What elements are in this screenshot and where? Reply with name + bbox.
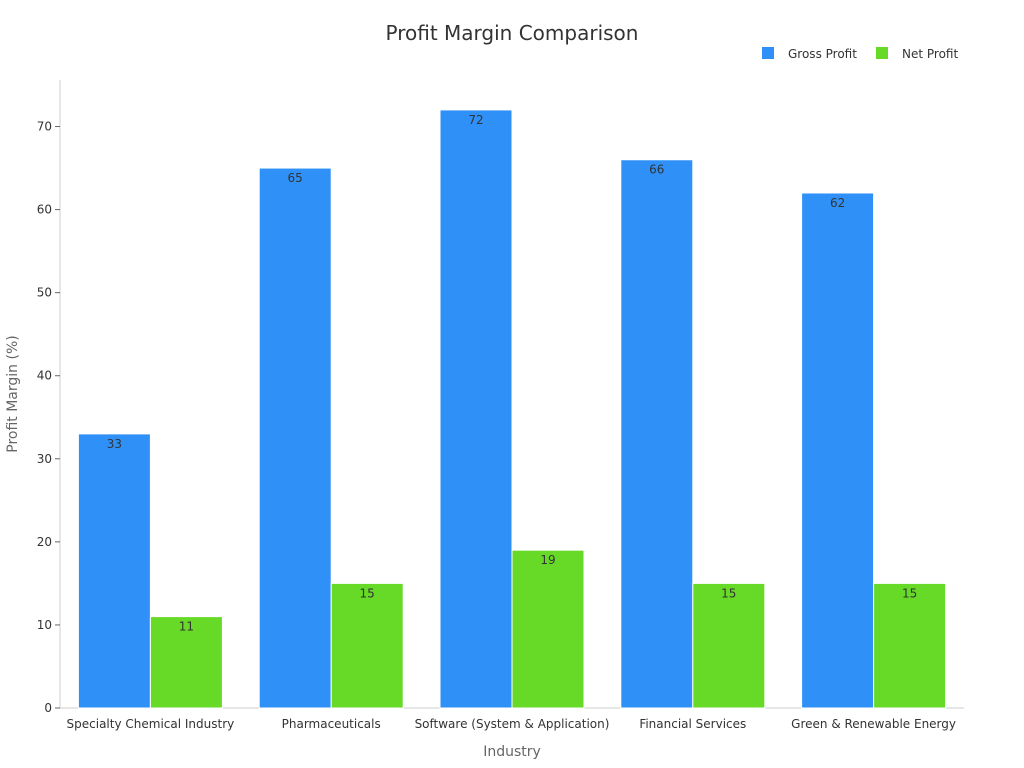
x-tick-label: Pharmaceuticals xyxy=(282,717,381,731)
bar-net-profit xyxy=(330,582,404,709)
x-tick-label: Specialty Chemical Industry xyxy=(67,717,235,731)
bar-value-label: 15 xyxy=(360,586,375,600)
bar-value-label: 11 xyxy=(179,620,194,634)
x-axis: Specialty Chemical Industry Pharmaceutica… xyxy=(60,707,964,731)
bar-value-label: 65 xyxy=(288,171,303,185)
x-tick-label: Software (System & Application) xyxy=(415,717,610,731)
bar-gross-profit xyxy=(620,159,694,709)
bar-gross-profit xyxy=(258,167,332,709)
bar-gross-profit xyxy=(801,192,875,709)
bars xyxy=(77,109,947,709)
y-tick-label: 40 xyxy=(37,369,52,383)
bar-value-label: 33 xyxy=(107,437,122,451)
bar-gross-profit xyxy=(439,109,513,709)
y-tick-label: 70 xyxy=(37,120,52,134)
legend-swatch xyxy=(876,47,888,59)
legend-label: Net Profit xyxy=(902,47,958,61)
bar-value-label: 15 xyxy=(902,586,917,600)
x-axis-title: Industry xyxy=(483,744,541,760)
legend-swatch xyxy=(762,47,774,59)
x-tick-label: Financial Services xyxy=(639,717,746,731)
x-tick-label: Green & Renewable Energy xyxy=(791,717,956,731)
y-axis-title: Profit Margin (%) xyxy=(5,335,21,452)
data-labels: 33 11 65 15 72 19 66 15 62 15 xyxy=(107,113,917,634)
y-tick-label: 20 xyxy=(37,535,52,549)
bar-value-label: 62 xyxy=(830,196,845,210)
legend: Gross Profit Net Profit xyxy=(762,47,958,61)
bar-net-profit xyxy=(511,549,585,709)
chart-title: Profit Margin Comparison xyxy=(386,21,639,45)
bar-net-profit xyxy=(692,582,766,709)
bar-value-label: 72 xyxy=(468,113,483,127)
bar-value-label: 15 xyxy=(721,586,736,600)
bar-value-label: 66 xyxy=(649,163,664,177)
bar-net-profit xyxy=(873,582,947,709)
y-tick-label: 0 xyxy=(44,701,52,715)
bar-value-label: 19 xyxy=(540,553,555,567)
y-tick-label: 60 xyxy=(37,203,52,217)
y-tick-label: 50 xyxy=(37,286,52,300)
y-tick-label: 30 xyxy=(37,452,52,466)
y-axis: 0 10 20 30 40 50 60 70 xyxy=(37,80,61,715)
y-tick-label: 10 xyxy=(37,618,52,632)
bar-gross-profit xyxy=(77,433,151,709)
bar-net-profit xyxy=(149,616,223,709)
legend-label: Gross Profit xyxy=(788,47,857,61)
